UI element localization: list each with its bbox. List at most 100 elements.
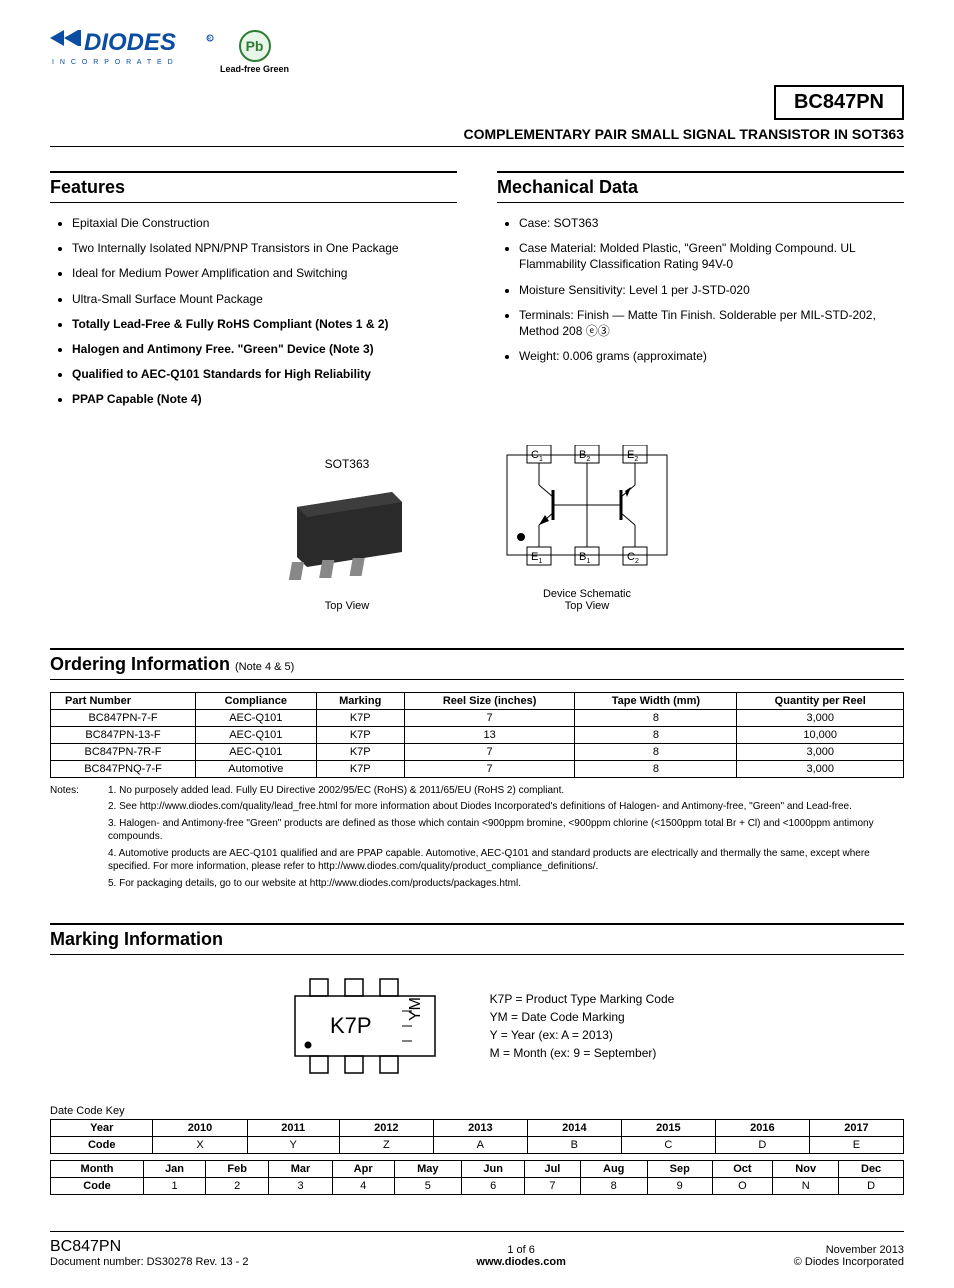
list-item: Qualified to AEC-Q101 Standards for High… — [72, 366, 457, 382]
table-cell: D — [839, 1178, 904, 1195]
month-code-table: MonthJanFebMarAprMayJunJulAugSepOctNovDe… — [50, 1160, 904, 1195]
footer-url: www.diodes.com — [476, 1256, 565, 1268]
table-header: 2010 — [153, 1120, 247, 1137]
mechanical-list: Case: SOT363 Case Material: Molded Plasti… — [497, 215, 904, 364]
table-cell: BC847PN-7-F — [51, 709, 196, 726]
table-cell: AEC-Q101 — [196, 709, 317, 726]
svg-text:E2: E2 — [627, 449, 638, 463]
table-header: Aug — [580, 1161, 647, 1178]
table-cell: O — [712, 1178, 773, 1195]
notes-block: Notes: 1. No purposely added lead. Fully… — [50, 784, 904, 894]
table-header: Year — [51, 1120, 153, 1137]
table-cell: Z — [339, 1137, 433, 1154]
table-cell: AEC-Q101 — [196, 743, 317, 760]
svg-text:B2: B2 — [579, 449, 590, 463]
table-header: Sep — [647, 1161, 712, 1178]
table-header: Code — [51, 1178, 144, 1195]
part-number-box: BC847PN — [774, 85, 904, 120]
table-cell: D — [715, 1137, 809, 1154]
table-header: 2015 — [621, 1120, 715, 1137]
features-list: Epitaxial Die ConstructionTwo Internally… — [50, 215, 457, 408]
table-cell: 10,000 — [737, 726, 904, 743]
list-item: Weight: 0.006 grams (approximate) — [519, 348, 904, 364]
list-item: Halogen and Antimony Free. "Green" Devic… — [72, 341, 457, 357]
list-item: Totally Lead-Free & Fully RoHS Compliant… — [72, 316, 457, 332]
schematic-icon: C1 B2 E2 E1 B1 C2 — [497, 445, 677, 575]
svg-text:R: R — [208, 37, 212, 43]
table-cell: 4 — [332, 1178, 394, 1195]
list-item: Case Material: Molded Plastic, "Green" M… — [519, 240, 904, 272]
table-header: Oct — [712, 1161, 773, 1178]
mechanical-title: Mechanical Data — [497, 171, 904, 203]
list-item: Case: SOT363 — [519, 215, 904, 231]
page-header: DIODES I N C O R P O R A T E D R Pb Lead… — [50, 30, 904, 77]
list-item: Ultra-Small Surface Mount Package — [72, 291, 457, 307]
table-header: 2017 — [809, 1120, 903, 1137]
marking-row: K7P YM K7P = Product Type Marking CodeYM… — [50, 971, 904, 1081]
table-header: Jan — [144, 1161, 206, 1178]
svg-text:E1: E1 — [531, 551, 542, 565]
logo-text: DIODES — [84, 30, 176, 56]
sot363-icon — [277, 477, 417, 587]
table-header: Jul — [525, 1161, 580, 1178]
svg-text:C2: C2 — [627, 551, 639, 565]
svg-text:C1: C1 — [531, 449, 543, 463]
table-cell: 1 — [144, 1178, 206, 1195]
table-header: Nov — [773, 1161, 839, 1178]
table-header: Apr — [332, 1161, 394, 1178]
table-row: BC847PN-7R-FAEC-Q101K7P783,000 — [51, 743, 904, 760]
table-cell: 8 — [575, 709, 737, 726]
legend-line: M = Month (ex: 9 = September) — [490, 1044, 675, 1062]
table-cell: K7P — [316, 743, 404, 760]
footer-page: 1 of 6 — [476, 1244, 565, 1256]
table-cell: BC847PNQ-7-F — [51, 760, 196, 777]
table-header: 2012 — [339, 1120, 433, 1137]
table-cell: 8 — [580, 1178, 647, 1195]
table-cell: 2 — [206, 1178, 269, 1195]
notes-list: 1. No purposely added lead. Fully EU Dir… — [108, 784, 904, 894]
list-item: Moisture Sensitivity: Level 1 per J-STD-… — [519, 282, 904, 298]
package-label: SOT363 — [277, 457, 417, 471]
footer-left: BC847PN Document number: DS30278 Rev. 13… — [50, 1238, 249, 1268]
footer-mid: 1 of 6 www.diodes.com — [476, 1244, 565, 1268]
note-item: 4. Automotive products are AEC-Q101 qual… — [108, 847, 904, 874]
ordering-title: Ordering Information (Note 4 & 5) — [50, 648, 904, 680]
svg-text:B1: B1 — [579, 551, 590, 565]
table-cell: 7 — [525, 1178, 580, 1195]
table-cell: Y — [247, 1137, 339, 1154]
table-header: Reel Size (inches) — [404, 692, 574, 709]
table-cell: 3 — [269, 1178, 332, 1195]
table-cell: 7 — [404, 709, 574, 726]
table-header: Jun — [462, 1161, 525, 1178]
table-cell: K7P — [316, 709, 404, 726]
table-header: 2016 — [715, 1120, 809, 1137]
table-cell: BC847PN-7R-F — [51, 743, 196, 760]
table-cell: BC847PN-13-F — [51, 726, 196, 743]
table-cell: 9 — [647, 1178, 712, 1195]
footer-right: November 2013 © Diodes Incorporated — [794, 1244, 904, 1268]
table-cell: 8 — [575, 743, 737, 760]
table-row: BC847PNQ-7-FAutomotiveK7P783,000 — [51, 760, 904, 777]
table-header: 2014 — [527, 1120, 621, 1137]
schematic-caption-2: Top View — [497, 600, 677, 612]
mechanical-section: Mechanical Data Case: SOT363 Case Materia… — [497, 171, 904, 417]
pb-label: Lead-free Green — [220, 64, 289, 74]
top-view-caption: Top View — [277, 600, 417, 612]
schematic-figure: C1 B2 E2 E1 B1 C2 — [497, 445, 677, 612]
diodes-logo: DIODES I N C O R P O R A T E D R — [50, 30, 220, 77]
table-header: Code — [51, 1137, 153, 1154]
table-header: 2011 — [247, 1120, 339, 1137]
table-header: Dec — [839, 1161, 904, 1178]
table-cell: AEC-Q101 — [196, 726, 317, 743]
notes-label: Notes: — [50, 784, 108, 894]
legend-line: YM = Date Code Marking — [490, 1008, 675, 1026]
footer-doc-num: Document number: DS30278 Rev. 13 - 2 — [50, 1256, 249, 1268]
list-item: Two Internally Isolated NPN/PNP Transist… — [72, 240, 457, 256]
table-header: May — [394, 1161, 461, 1178]
table-header: 2013 — [433, 1120, 527, 1137]
marking-diagram-icon: K7P YM — [280, 971, 450, 1081]
pb-free-badge: Pb Lead-free Green — [220, 30, 289, 74]
list-item: Ideal for Medium Power Amplification and… — [72, 265, 457, 281]
table-cell: E — [809, 1137, 903, 1154]
table-cell: 3,000 — [737, 743, 904, 760]
